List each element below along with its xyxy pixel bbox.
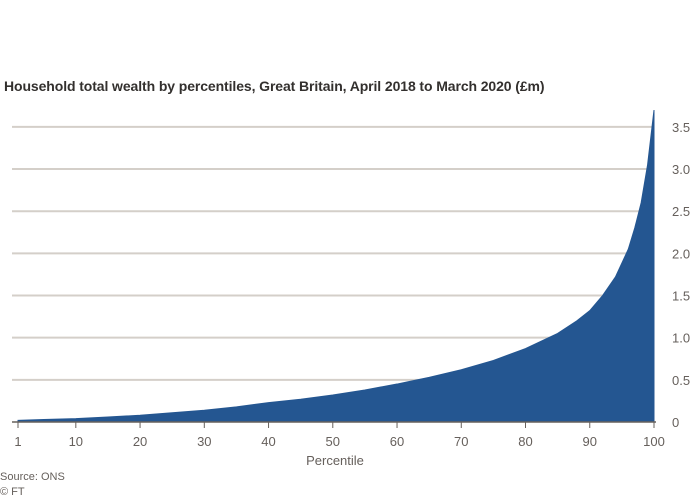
x-axis-ticks: 1 10 20 30 40 50 60 70 80 90 100: [14, 422, 665, 449]
y-tick-label: 3.5: [672, 120, 690, 135]
x-tick-label: 90: [583, 434, 597, 449]
x-tick-label: 60: [390, 434, 404, 449]
x-tick-label: 30: [197, 434, 211, 449]
x-tick-label: 70: [454, 434, 468, 449]
wealth-area: [17, 109, 655, 423]
x-axis-label: Percentile: [306, 453, 364, 468]
y-tick-label: 0.5: [672, 373, 690, 388]
y-tick-label: 1.0: [672, 331, 690, 346]
y-tick-label: 2.0: [672, 246, 690, 261]
y-tick-label: 3.0: [672, 162, 690, 177]
chart-title: Household total wealth by percentiles, G…: [4, 78, 545, 94]
x-tick-label: 100: [643, 434, 665, 449]
x-tick-label: 50: [326, 434, 340, 449]
x-tick-label: 80: [518, 434, 532, 449]
x-tick-label: 20: [133, 434, 147, 449]
y-tick-label: 0: [672, 415, 679, 430]
y-tick-label: 1.5: [672, 289, 690, 304]
x-tick-label: 10: [69, 434, 83, 449]
credit-note: © FT: [0, 486, 25, 498]
y-axis-ticks: 0 0.5 1.0 1.5 2.0 2.5 3.0 3.5: [672, 120, 690, 430]
y-tick-label: 2.5: [672, 204, 690, 219]
source-note: Source: ONS: [0, 471, 65, 483]
data-area: [17, 109, 655, 423]
x-tick-label: 40: [261, 434, 275, 449]
x-tick-label: 1: [14, 434, 21, 449]
